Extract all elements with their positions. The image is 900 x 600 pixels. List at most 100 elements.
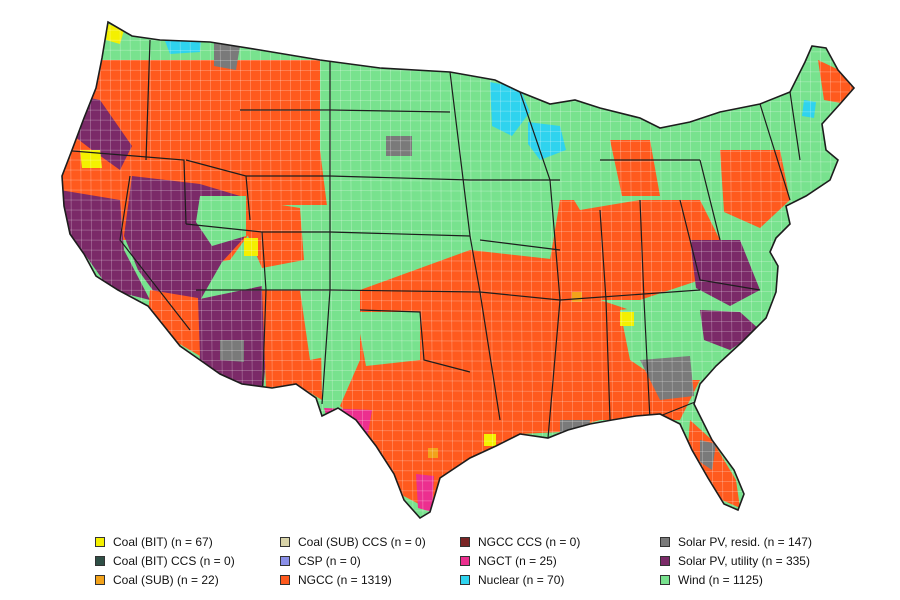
legend-item: Solar PV, utility (n = 335)	[660, 552, 810, 570]
county-line	[62, 22, 64, 518]
region-solar-resid	[214, 42, 240, 70]
county-line	[62, 22, 854, 23]
region-ngcc	[550, 200, 720, 300]
region-ngct	[84, 284, 94, 298]
county-line	[62, 349, 854, 353]
legend-swatch	[460, 575, 470, 585]
county-line	[499, 22, 504, 518]
region-coal-sub	[572, 292, 582, 302]
county-line	[62, 119, 854, 123]
region-nuclear	[490, 82, 530, 136]
legend-swatch	[660, 556, 670, 566]
legend-swatch	[280, 575, 290, 585]
legend-label: NGCT (n = 25)	[478, 554, 557, 568]
county-line	[459, 22, 464, 518]
legend-label: Coal (SUB) CCS (n = 0)	[298, 535, 426, 549]
legend-item: NGCT (n = 25)	[460, 552, 557, 570]
county-line	[429, 22, 434, 518]
region-solar-resid	[386, 136, 412, 156]
region-coal-bit	[620, 312, 634, 326]
region-solar-utility	[690, 240, 760, 306]
county-line	[62, 179, 854, 183]
region-solar-resid	[640, 356, 694, 400]
legend-item: NGCC CCS (n = 0)	[460, 533, 580, 551]
legend-item: CSP (n = 0)	[280, 552, 361, 570]
county-line	[479, 22, 484, 518]
county-line	[449, 22, 454, 518]
legend-item: Coal (BIT) CCS (n = 0)	[95, 552, 235, 570]
region-solar-resid	[220, 340, 244, 362]
region-nuclear	[528, 122, 566, 160]
region-coal-bit	[80, 150, 102, 168]
county-line	[62, 269, 854, 273]
county-line	[62, 159, 854, 163]
county-line	[62, 289, 854, 293]
region-ngcc	[688, 420, 740, 508]
county-line	[469, 22, 474, 518]
county-line	[509, 22, 514, 518]
county-line	[62, 479, 854, 483]
legend-label: Coal (BIT) (n = 67)	[113, 535, 213, 549]
county-line	[62, 219, 854, 223]
region-solar-utility	[62, 190, 150, 300]
county-line	[62, 249, 854, 253]
legend-label: Wind (n = 1125)	[678, 573, 763, 587]
region-wind	[300, 290, 360, 360]
region-ngcc	[248, 200, 304, 268]
county-line	[860, 20, 863, 520]
us-county-map	[61, 20, 863, 520]
county-line	[62, 129, 854, 133]
legend-swatch	[280, 556, 290, 566]
county-line	[62, 169, 854, 173]
legend-label: CSP (n = 0)	[298, 554, 361, 568]
region-solar-resid	[700, 440, 716, 470]
county-line	[62, 29, 854, 33]
region-ngcc	[340, 250, 700, 510]
county-line	[62, 259, 854, 263]
county-line	[62, 469, 854, 473]
region-ngcc	[610, 140, 660, 196]
legend-label: Nuclear (n = 70)	[478, 573, 565, 587]
county-line	[62, 319, 854, 323]
region-wind	[196, 196, 246, 246]
county-line	[62, 209, 854, 213]
legend-item: Coal (SUB) CCS (n = 0)	[280, 533, 426, 551]
county-line	[489, 22, 494, 518]
county-line	[79, 22, 84, 518]
state-borders	[62, 39, 801, 439]
legend-label: Coal (BIT) CCS (n = 0)	[113, 554, 235, 568]
county-line	[439, 22, 444, 518]
legend-item: Solar PV, resid. (n = 147)	[660, 533, 812, 551]
region-ngcc	[720, 150, 790, 228]
county-line	[62, 139, 854, 143]
legend-swatch	[460, 556, 470, 566]
legend-item: NGCC (n = 1319)	[280, 571, 392, 589]
county-line	[62, 329, 854, 333]
legend: Coal (BIT) (n = 67) Coal (BIT) CCS (n = 0…	[95, 533, 895, 593]
county-line	[69, 22, 74, 518]
legend-swatch	[660, 575, 670, 585]
county-line	[409, 22, 414, 518]
legend-label: Coal (SUB) (n = 22)	[113, 573, 219, 587]
region-ngct	[416, 474, 434, 512]
county-line	[62, 339, 854, 343]
region-ngcc	[148, 290, 200, 356]
county-line	[62, 109, 854, 113]
legend-swatch	[460, 537, 470, 547]
county-line	[62, 279, 854, 283]
county-line	[62, 199, 854, 203]
legend-item: Coal (BIT) (n = 67)	[95, 533, 213, 551]
region-layer	[62, 24, 854, 512]
legend-swatch	[660, 537, 670, 547]
legend-item: Coal (SUB) (n = 22)	[95, 571, 219, 589]
region-coal-bit	[244, 238, 258, 256]
region-coal-bit	[484, 434, 496, 446]
county-line	[419, 22, 424, 518]
region-wind	[320, 60, 560, 260]
legend-item: Wind (n = 1125)	[660, 571, 763, 589]
region-coal-sub	[428, 448, 438, 458]
county-line	[62, 239, 854, 243]
legend-swatch	[95, 556, 105, 566]
legend-item: Nuclear (n = 70)	[460, 571, 564, 589]
